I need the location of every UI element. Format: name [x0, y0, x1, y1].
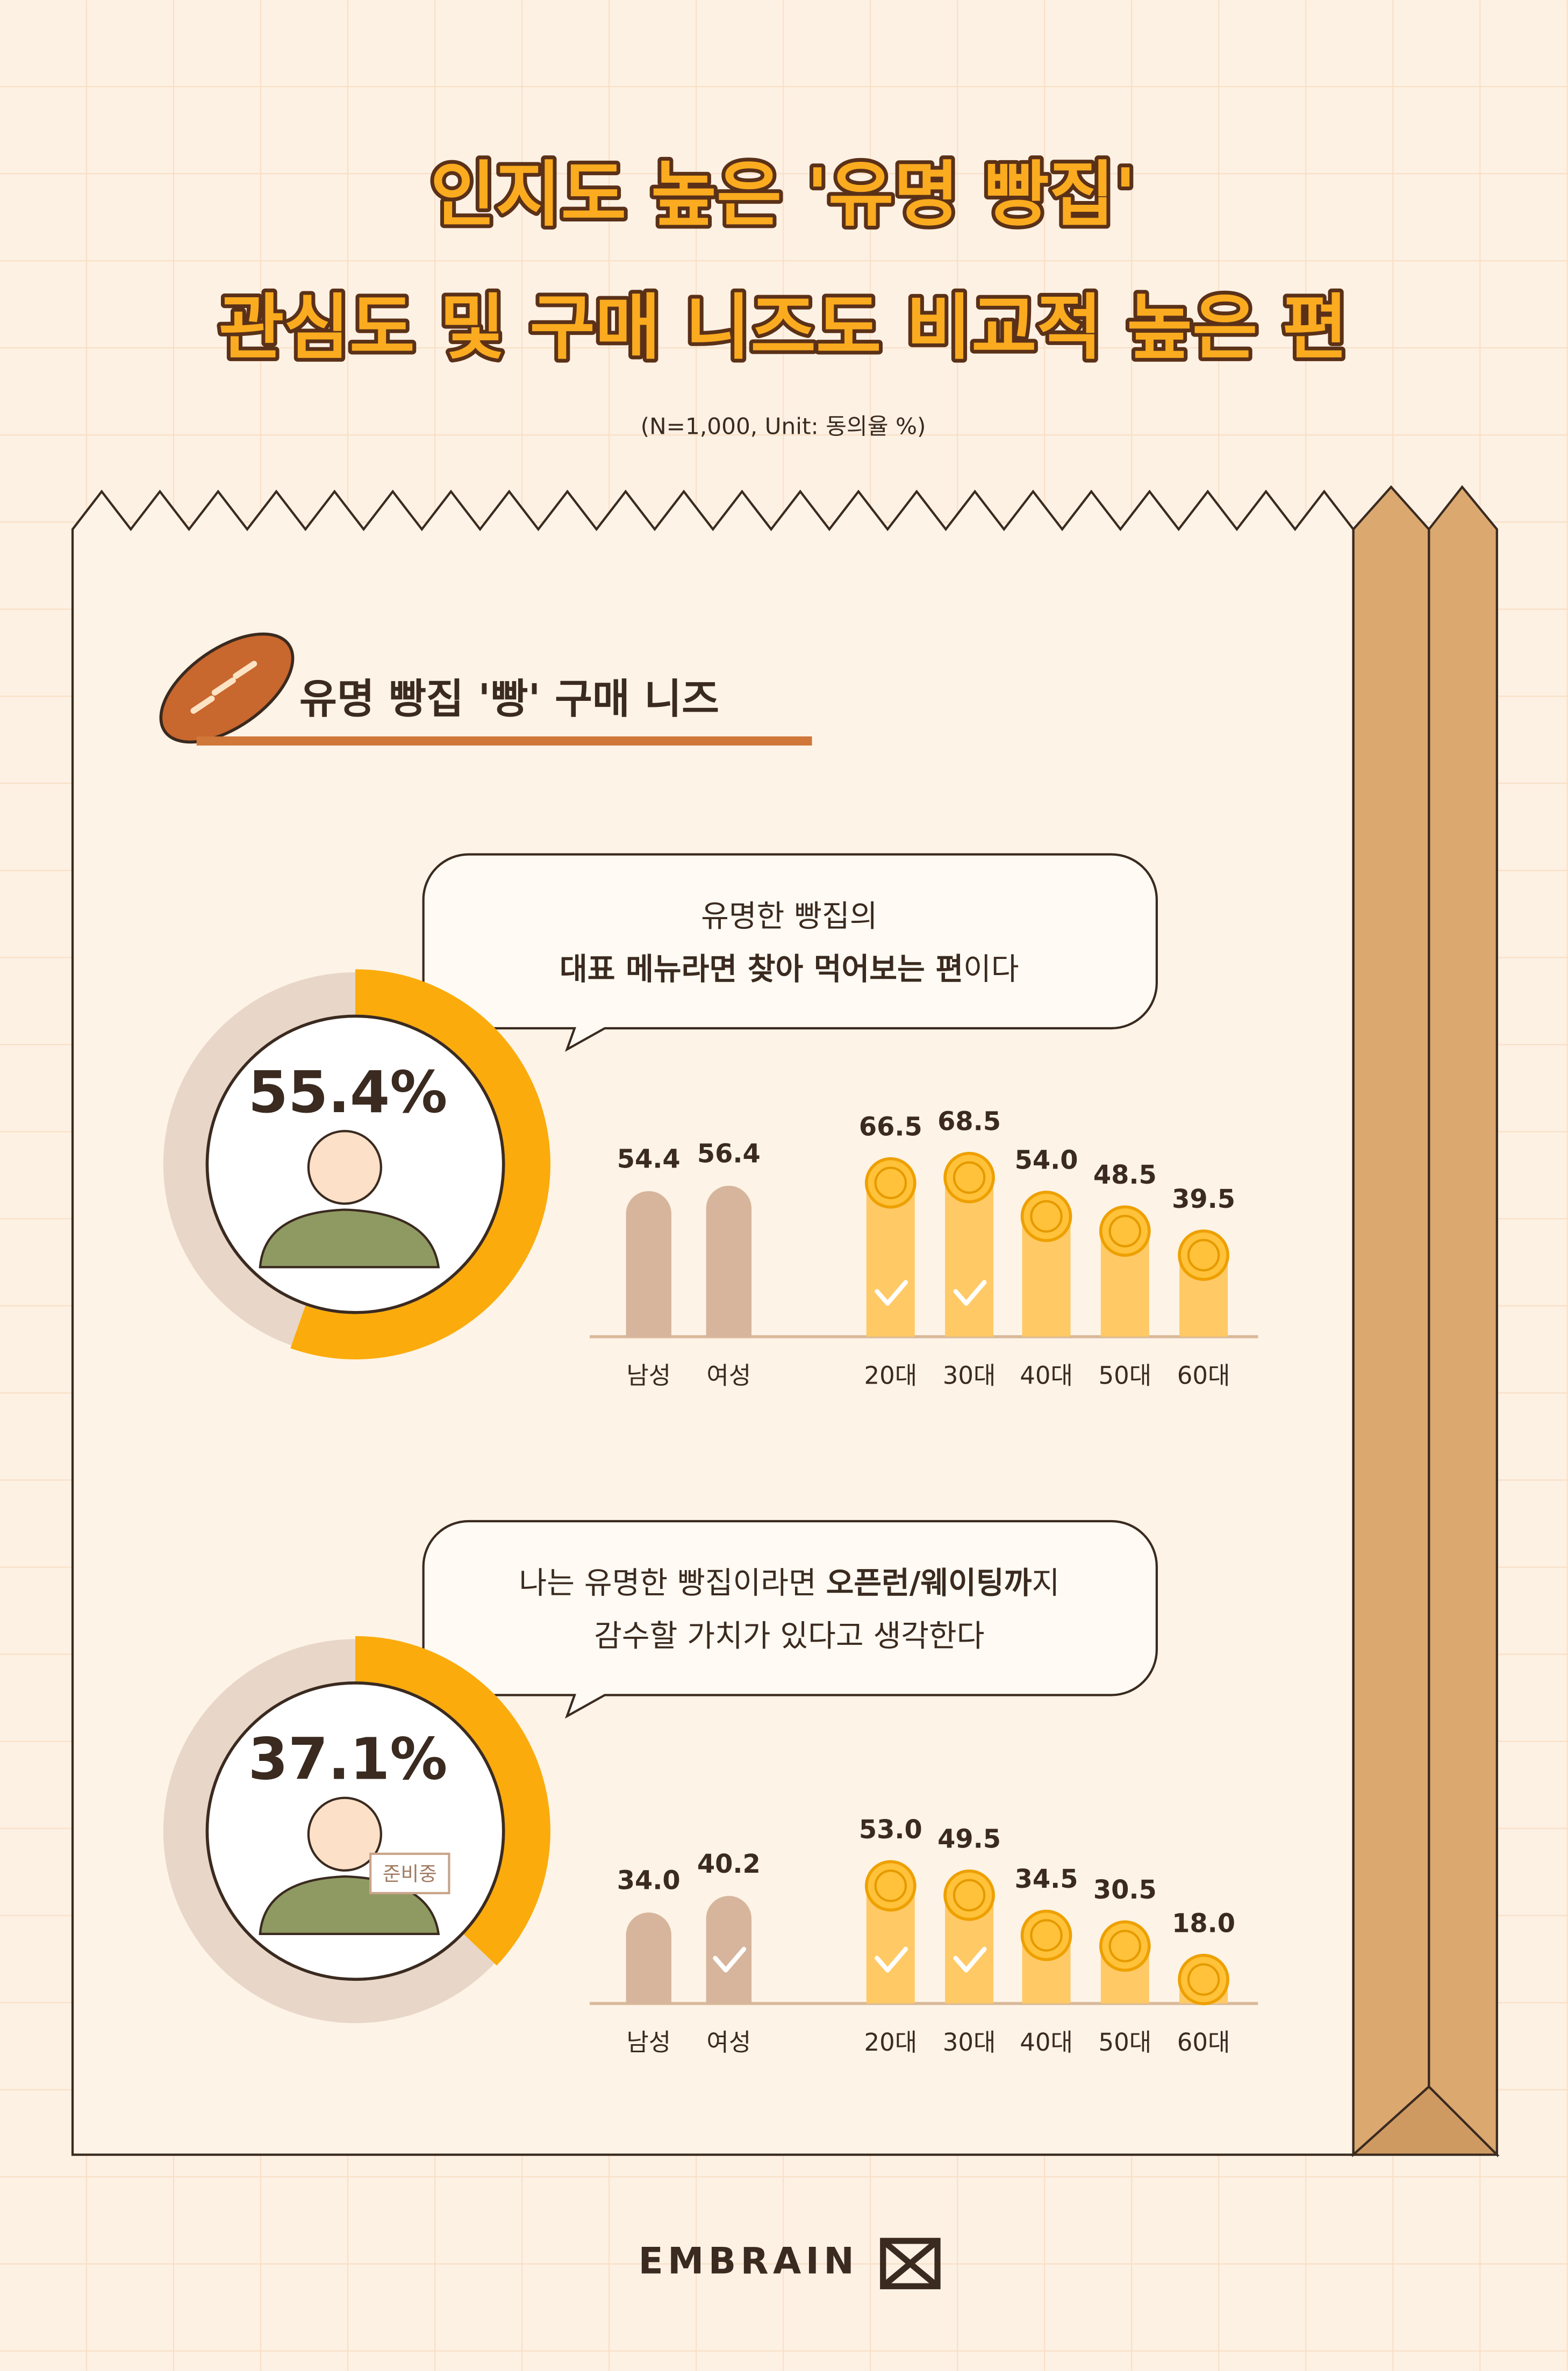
- value-label: 34.5: [1015, 1865, 1078, 1894]
- bag-fold: [1350, 2085, 1500, 2156]
- category-label: 40대: [1020, 2028, 1073, 2057]
- question-line: 감수할 가치가 있다고 생각한다: [594, 1618, 984, 1653]
- section-title: 유명 빵집 '빵' 구매 니즈: [299, 675, 719, 722]
- coin: [943, 1151, 995, 1204]
- bar: [706, 1896, 752, 2004]
- category-label: 30대: [943, 2028, 996, 2057]
- speech-bubble: [422, 853, 1158, 1052]
- category-label: 50대: [1098, 1362, 1151, 1390]
- value-label: 30.5: [1093, 1875, 1157, 1905]
- coin: [864, 1860, 917, 1912]
- donut-arc: [355, 1636, 550, 1966]
- coin-inner: [953, 1879, 986, 1912]
- donut-arc: [290, 969, 550, 1359]
- value-label: 49.5: [937, 1825, 1001, 1854]
- check-mark: [953, 1280, 987, 1306]
- coin: [1020, 1191, 1072, 1242]
- question-line: 나는 유명한 빵집이라면 오픈런/웨이팅까지: [519, 1566, 1059, 1601]
- brand: EMBRAIN: [639, 2240, 859, 2282]
- bar: [706, 1185, 752, 1337]
- question-line: 유명한 빵집의: [701, 899, 877, 934]
- coin: [1099, 1920, 1151, 1972]
- value-label: 48.5: [1093, 1161, 1157, 1190]
- category-label: 60대: [1177, 1362, 1230, 1390]
- check-mark: [875, 1280, 908, 1306]
- coin-inner: [1108, 1215, 1142, 1248]
- check-mark: [953, 1946, 987, 1973]
- value-label: 54.4: [617, 1145, 681, 1174]
- question-part: 오픈런/웨이팅까: [826, 1566, 1032, 1601]
- person-body: [259, 1208, 440, 1269]
- coin-inner: [874, 1166, 907, 1199]
- category-label: 여성: [706, 1362, 751, 1390]
- note: (N=1,000, Unit: 동의율 %): [641, 413, 926, 440]
- person-head: [307, 1130, 382, 1205]
- overall-label: 37.1%: [248, 1726, 448, 1793]
- coin-inner: [874, 1869, 907, 1902]
- question-part: 이다: [963, 952, 1019, 987]
- value-label: 54.0: [1015, 1146, 1078, 1176]
- bar: [626, 1912, 671, 2004]
- value-label: 53.0: [859, 1815, 922, 1845]
- question-line: 대표 메뉴라면 찾아 먹어보는 편이다: [560, 952, 1019, 987]
- value-label: 56.4: [697, 1140, 761, 1169]
- coin: [943, 1869, 995, 1921]
- coin-inner: [1187, 1238, 1220, 1272]
- category-label: 40대: [1020, 1362, 1073, 1390]
- value-label: 34.0: [617, 1866, 681, 1896]
- coin: [1178, 1953, 1229, 2005]
- value-label: 68.5: [937, 1107, 1001, 1136]
- category-label: 여성: [706, 2028, 751, 2057]
- question-part: 지: [1032, 1566, 1059, 1601]
- title-line: 인지도 높은 '유명 빵집': [430, 154, 1136, 237]
- value-label: 66.5: [859, 1112, 922, 1142]
- brand-logo: [880, 2238, 941, 2289]
- coin: [1178, 1229, 1229, 1281]
- question-part: 나는 유명한 빵집이라면: [519, 1566, 826, 1601]
- bread-icon: [159, 632, 295, 744]
- check-mark: [875, 1946, 908, 1973]
- badge-box: [369, 1852, 450, 1895]
- coin-inner: [953, 1161, 986, 1194]
- coin: [1020, 1909, 1072, 1961]
- value-label: 40.2: [697, 1850, 761, 1879]
- category-label: 20대: [864, 1362, 917, 1390]
- coin-inner: [1030, 1200, 1063, 1233]
- value-label: 18.0: [1172, 1909, 1235, 1938]
- question-part: 감수할 가치가 있다고 생각한다: [594, 1618, 984, 1653]
- coin-inner: [1030, 1919, 1063, 1952]
- value-label: 39.5: [1172, 1185, 1235, 1214]
- coin-inner: [1108, 1930, 1142, 1962]
- coin-inner: [1187, 1963, 1220, 1996]
- category-label: 남성: [626, 2028, 671, 2057]
- category-label: 60대: [1177, 2028, 1230, 2057]
- section-underline: [196, 736, 812, 746]
- speech-bubble: [422, 1520, 1158, 1719]
- category-label: 30대: [943, 1362, 996, 1390]
- bag-fold: [1428, 485, 1498, 2158]
- question-part: 대표 메뉴라면 찾아 먹어보는 편: [560, 952, 963, 987]
- bag-fold: [1352, 485, 1430, 2158]
- badge: 준비중: [383, 1863, 437, 1886]
- overall-label: 55.4%: [248, 1059, 448, 1126]
- coin: [1099, 1205, 1151, 1257]
- title-line: 관심도 및 구매 니즈도 비교적 높은 편: [219, 286, 1348, 369]
- category-label: 50대: [1098, 2028, 1151, 2057]
- person-head: [307, 1796, 382, 1872]
- coin: [864, 1157, 917, 1209]
- bar: [626, 1191, 671, 1337]
- category-label: 남성: [626, 1362, 671, 1390]
- question-part: 유명한 빵집의: [701, 899, 877, 934]
- check-mark: [713, 1946, 747, 1973]
- category-label: 20대: [864, 2028, 917, 2057]
